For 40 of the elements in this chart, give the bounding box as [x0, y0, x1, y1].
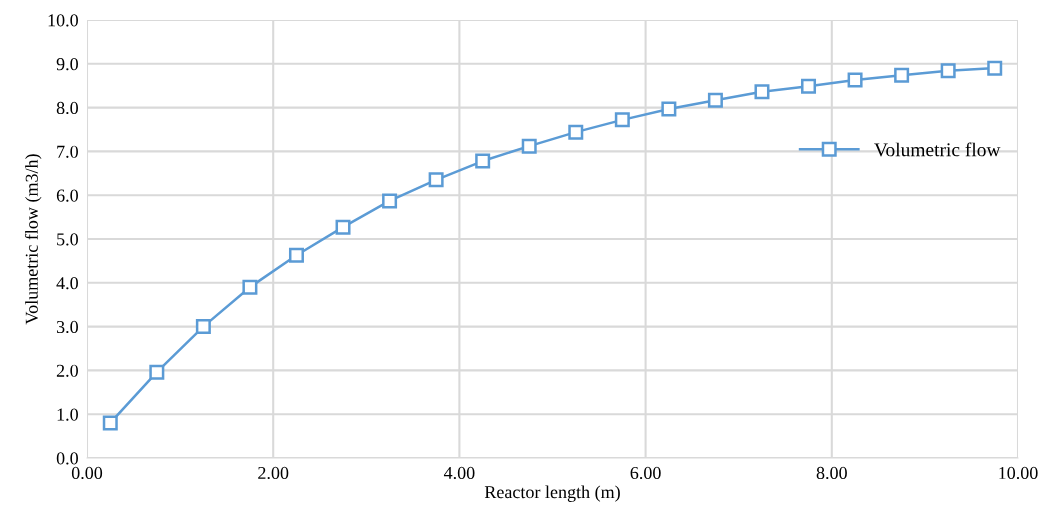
point	[288, 247, 304, 263]
y-tick-label: 6.0	[56, 189, 78, 202]
point	[754, 84, 770, 100]
y-tick-label: 5.0	[57, 233, 78, 246]
point	[428, 172, 444, 188]
point	[987, 60, 1003, 76]
y-tick-label: 0.0	[56, 452, 78, 465]
x-tick-label: 2.00	[258, 466, 289, 480]
point	[102, 415, 118, 431]
point	[801, 78, 817, 94]
y-tick-label: 8.0	[56, 101, 78, 115]
x-axis-title: Reactor length (m)	[484, 485, 620, 502]
point	[195, 319, 211, 335]
point	[614, 112, 630, 128]
x-tick-label: 10.00	[999, 466, 1038, 480]
point	[661, 101, 677, 117]
y-tick-label: 1.0	[57, 408, 78, 421]
point	[847, 72, 863, 88]
x-tick-label: 6.00	[630, 466, 661, 480]
y-axis-title: Volumetric flow (m3/h)	[24, 154, 42, 325]
point	[335, 219, 351, 235]
point	[382, 193, 398, 209]
point	[475, 153, 491, 169]
point	[940, 63, 956, 79]
x-tick-label: 0.00	[71, 466, 103, 480]
y-tick-label: 4.0	[56, 277, 78, 290]
x-tick-label: 8.00	[816, 466, 847, 480]
point	[242, 279, 258, 295]
y-tick-label: 7.0	[57, 145, 78, 158]
point	[894, 67, 910, 83]
x-tick-label: 4.00	[443, 466, 475, 480]
y-tick-label: 10.0	[48, 14, 78, 27]
point	[568, 124, 584, 140]
legend-label: Volumetric flow	[874, 142, 1001, 157]
y-tick-label: 3.0	[56, 320, 78, 334]
y-tick-label: 9.0	[56, 58, 78, 71]
y-tick-label: 2.0	[56, 364, 78, 377]
point	[149, 364, 165, 380]
point	[521, 138, 537, 154]
point	[707, 92, 723, 108]
